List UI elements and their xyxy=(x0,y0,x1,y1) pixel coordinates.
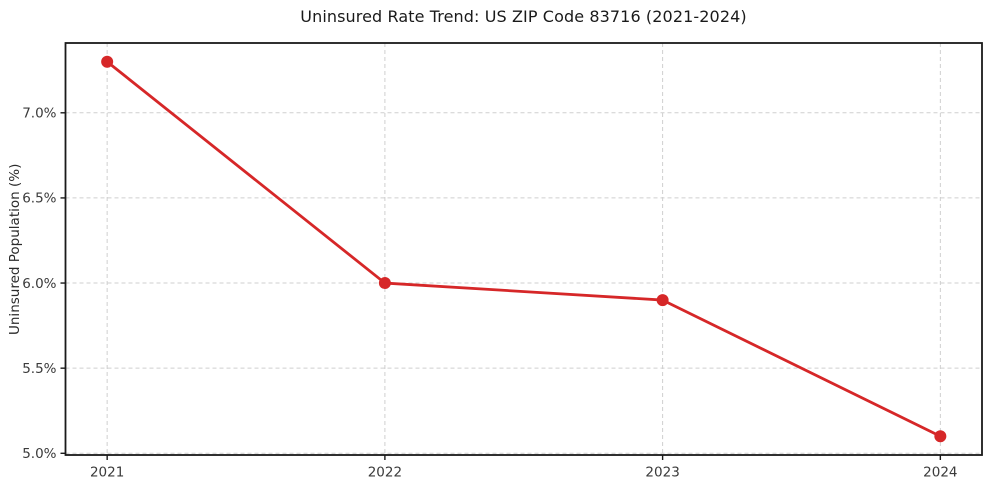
x-tick-label: 2023 xyxy=(645,465,679,481)
y-tick-label: 7.0% xyxy=(22,106,56,122)
x-tick-label: 2021 xyxy=(90,465,124,481)
data-point xyxy=(934,430,947,443)
y-tick-label: 5.5% xyxy=(22,361,56,377)
x-tick-label: 2024 xyxy=(923,465,957,481)
trend-line xyxy=(105,60,942,438)
x-tick-label: 2022 xyxy=(368,465,402,481)
y-tick-label: 6.0% xyxy=(22,276,56,292)
y-tick-label: 6.5% xyxy=(22,191,56,207)
data-point xyxy=(656,294,669,307)
y-tick-label: 5.0% xyxy=(22,446,56,462)
axes-frame xyxy=(64,42,983,456)
data-point xyxy=(378,277,391,290)
data-point xyxy=(101,55,114,68)
chart-title: Uninsured Rate Trend: US ZIP Code 83716 … xyxy=(300,7,747,26)
y-axis-label: Uninsured Population (%) xyxy=(7,163,23,335)
